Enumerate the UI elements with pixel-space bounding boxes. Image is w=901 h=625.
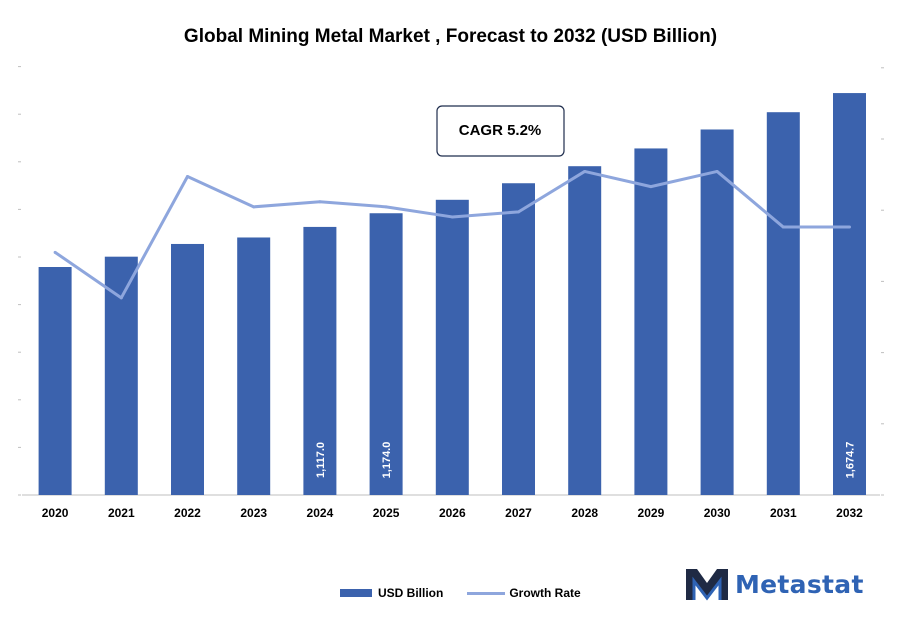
x-tick-label-2024: 2024 — [307, 506, 334, 520]
bar-2030 — [700, 129, 734, 496]
metastat-logo-icon — [686, 569, 728, 601]
chart-title: Global Mining Metal Market , Forecast to… — [183, 26, 718, 47]
growth-point-2029 — [649, 185, 653, 189]
growth-point-2032 — [848, 225, 851, 229]
x-tick-label-2027: 2027 — [505, 506, 532, 520]
data-label-2024: 1,117.0 — [315, 442, 327, 478]
growth-point-2020 — [53, 250, 57, 254]
legend-swatch-line — [467, 591, 506, 595]
growth-point-2027 — [517, 210, 520, 214]
bar-2028 — [568, 166, 602, 495]
cagr-text: CAGR 5.2% — [459, 122, 542, 139]
bar-2024 — [303, 226, 337, 496]
right-axis-ticks — [881, 67, 884, 496]
bar-2021 — [104, 256, 138, 495]
legend: USD Billion Growth Rate — [340, 584, 581, 602]
x-tick-label-2029: 2029 — [638, 506, 665, 520]
left-axis-ticks — [18, 66, 21, 496]
x-tick-label-2021: 2021 — [108, 506, 135, 520]
brand-name: Metastat — [735, 569, 864, 599]
brand-logo: Metastat — [683, 564, 864, 604]
growth-point-2021 — [119, 296, 123, 300]
growth-point-2026 — [450, 215, 454, 219]
legend-label-usd: USD Billion — [378, 586, 444, 600]
x-tick-label-2031: 2031 — [770, 506, 797, 520]
x-tick-label-2025: 2025 — [373, 506, 400, 520]
bar-2026 — [435, 199, 469, 496]
bar-data-labels: 1,117.0 1,174.0 1,674.7 — [315, 442, 857, 479]
legend-label-growth: Growth Rate — [509, 586, 581, 600]
growth-point-2022 — [186, 175, 189, 178]
bars-series — [38, 93, 866, 496]
x-tick-label-2022: 2022 — [174, 506, 201, 520]
bar-2029 — [634, 148, 668, 495]
growth-point-2023 — [252, 205, 256, 209]
growth-rate-series — [53, 169, 851, 300]
bar-2023 — [237, 237, 271, 496]
data-label-2025: 1,174.0 — [381, 442, 393, 479]
x-tick-label-2032: 2032 — [836, 506, 863, 520]
bar-2022 — [171, 243, 204, 495]
data-label-2032: 1,674.7 — [845, 442, 857, 479]
growth-point-2025 — [384, 205, 388, 209]
x-tick-label-2030: 2030 — [704, 506, 731, 520]
growth-point-2024 — [318, 200, 322, 204]
x-tick-label-2026: 2026 — [439, 506, 466, 520]
bar-2027 — [502, 183, 535, 496]
cagr-callout: CAGR 5.2% — [436, 105, 565, 157]
growth-point-2030 — [715, 169, 719, 173]
bar-2032 — [833, 93, 866, 496]
bar-2020 — [38, 267, 72, 495]
bar-2031 — [766, 112, 800, 495]
growth-point-2031 — [781, 225, 785, 229]
x-tick-label-2020: 2020 — [42, 506, 69, 520]
x-tick-label-2028: 2028 — [571, 506, 598, 520]
x-tick-label-2023: 2023 — [240, 506, 267, 520]
legend-swatch-bar — [340, 589, 372, 597]
bar-2025 — [369, 213, 403, 496]
growth-point-2028 — [583, 169, 587, 173]
x-tick-labels: 2020 2021 2022 2023 2024 2025 2026 2027 2028 2029… — [42, 506, 863, 520]
